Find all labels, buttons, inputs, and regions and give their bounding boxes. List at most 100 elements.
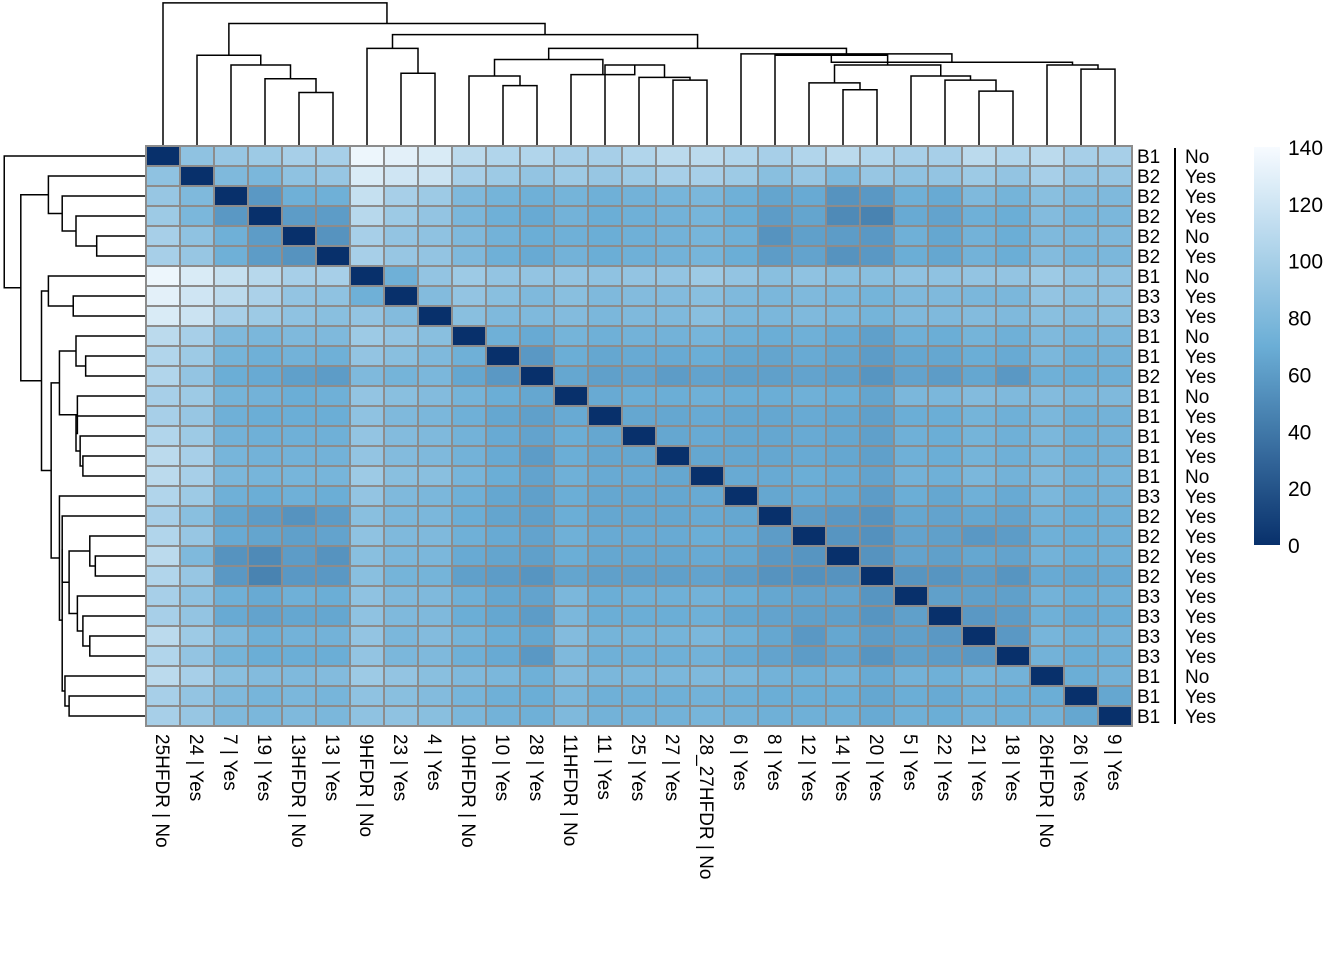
heatmap-cell xyxy=(1063,525,1099,547)
heatmap-cell xyxy=(825,345,861,367)
heatmap-cell xyxy=(417,165,453,187)
heatmap-cell xyxy=(859,705,895,727)
heatmap-cell xyxy=(1097,345,1133,367)
heatmap-cell xyxy=(893,445,929,467)
heatmap-cell xyxy=(451,165,487,187)
heatmap-cell xyxy=(927,465,963,487)
heatmap-cell xyxy=(315,605,351,627)
row-label-batch: B1 xyxy=(1137,667,1160,688)
heatmap-cell xyxy=(621,445,657,467)
heatmap-cell xyxy=(349,425,385,447)
heatmap-cell xyxy=(859,605,895,627)
heatmap-cell xyxy=(655,405,691,427)
legend-tick-label: 40 xyxy=(1288,421,1311,444)
heatmap-cell xyxy=(757,225,793,247)
heatmap-cell xyxy=(213,665,249,687)
heatmap-cell xyxy=(349,165,385,187)
heatmap-cell xyxy=(349,305,385,327)
heatmap-cell xyxy=(621,205,657,227)
heatmap-cell xyxy=(1063,305,1099,327)
heatmap-cell xyxy=(315,705,351,727)
heatmap-cell xyxy=(757,185,793,207)
row-label-batch: B2 xyxy=(1137,367,1160,388)
heatmap-cell xyxy=(587,245,623,267)
heatmap-cell xyxy=(179,345,215,367)
heatmap-cell xyxy=(349,645,385,667)
heatmap-cell xyxy=(247,365,283,387)
heatmap-cell xyxy=(315,585,351,607)
heatmap-cell xyxy=(859,185,895,207)
heatmap-cell xyxy=(621,645,657,667)
heatmap-cell xyxy=(587,425,623,447)
heatmap-cell xyxy=(145,505,181,527)
heatmap-cell xyxy=(587,625,623,647)
heatmap-cell xyxy=(961,485,997,507)
heatmap-cell xyxy=(179,665,215,687)
heatmap-cell xyxy=(485,185,521,207)
heatmap-cell xyxy=(791,545,827,567)
dendrogram-branch xyxy=(47,275,145,307)
legend-tick-label: 0 xyxy=(1288,535,1300,558)
heatmap-cell xyxy=(825,585,861,607)
heatmap-cell xyxy=(1097,325,1133,347)
heatmap-cell xyxy=(1063,485,1099,507)
dendrogram-branch xyxy=(61,549,65,692)
heatmap-cell xyxy=(213,465,249,487)
row-label-group: Yes xyxy=(1185,507,1216,528)
heatmap-cell xyxy=(179,325,215,347)
heatmap-cell xyxy=(553,485,589,507)
dendrogram-branch xyxy=(833,64,942,83)
heatmap-cell xyxy=(825,185,861,207)
dendrogram-branch xyxy=(40,290,52,472)
heatmap-cell xyxy=(1029,285,1065,307)
heatmap-cell xyxy=(213,225,249,247)
heatmap-cell xyxy=(485,465,521,487)
heatmap-cell xyxy=(179,545,215,567)
heatmap-cell xyxy=(213,245,249,267)
heatmap-cell xyxy=(893,405,929,427)
heatmap-cell xyxy=(825,285,861,307)
heatmap-cell xyxy=(961,145,997,167)
heatmap-cell xyxy=(587,385,623,407)
dendrogram-branch xyxy=(76,595,145,632)
heatmap-cell xyxy=(451,425,487,447)
heatmap-cell xyxy=(349,285,385,307)
heatmap-cell xyxy=(519,325,555,347)
heatmap-cell xyxy=(451,685,487,707)
heatmap-cell xyxy=(417,665,453,687)
heatmap-cell xyxy=(553,665,589,687)
heatmap-cell xyxy=(485,485,521,507)
row-label-batch: B2 xyxy=(1137,227,1160,248)
heatmap-cell xyxy=(417,685,453,707)
heatmap-cell xyxy=(451,525,487,547)
heatmap-cell xyxy=(961,385,997,407)
heatmap-cell xyxy=(587,505,623,527)
heatmap-cell xyxy=(383,585,419,607)
heatmap-cell xyxy=(281,605,317,627)
heatmap-cell xyxy=(893,505,929,527)
heatmap-cell xyxy=(723,325,759,347)
heatmap-cell xyxy=(519,405,555,427)
heatmap-cell xyxy=(1063,225,1099,247)
heatmap-cell xyxy=(723,565,759,587)
heatmap-cell xyxy=(519,545,555,567)
heatmap-cell xyxy=(995,225,1031,247)
heatmap-cell xyxy=(247,345,283,367)
heatmap-cell xyxy=(825,665,861,687)
heatmap-cell xyxy=(1029,165,1065,187)
heatmap-cell xyxy=(417,245,453,267)
heatmap-cell xyxy=(1029,205,1065,227)
heatmap-cell xyxy=(757,585,793,607)
heatmap-cell xyxy=(417,645,453,667)
heatmap-cell xyxy=(553,205,589,227)
row-label-batch: B2 xyxy=(1137,207,1160,228)
heatmap-cell xyxy=(281,705,317,727)
row-label-batch: B1 xyxy=(1137,407,1160,428)
heatmap-cell xyxy=(383,325,419,347)
dendrogram-branch xyxy=(400,72,436,145)
heatmap-cell xyxy=(723,165,759,187)
heatmap-cell xyxy=(995,505,1031,527)
heatmap-cell xyxy=(247,285,283,307)
heatmap-cell xyxy=(1029,425,1065,447)
heatmap-cell xyxy=(145,185,181,207)
